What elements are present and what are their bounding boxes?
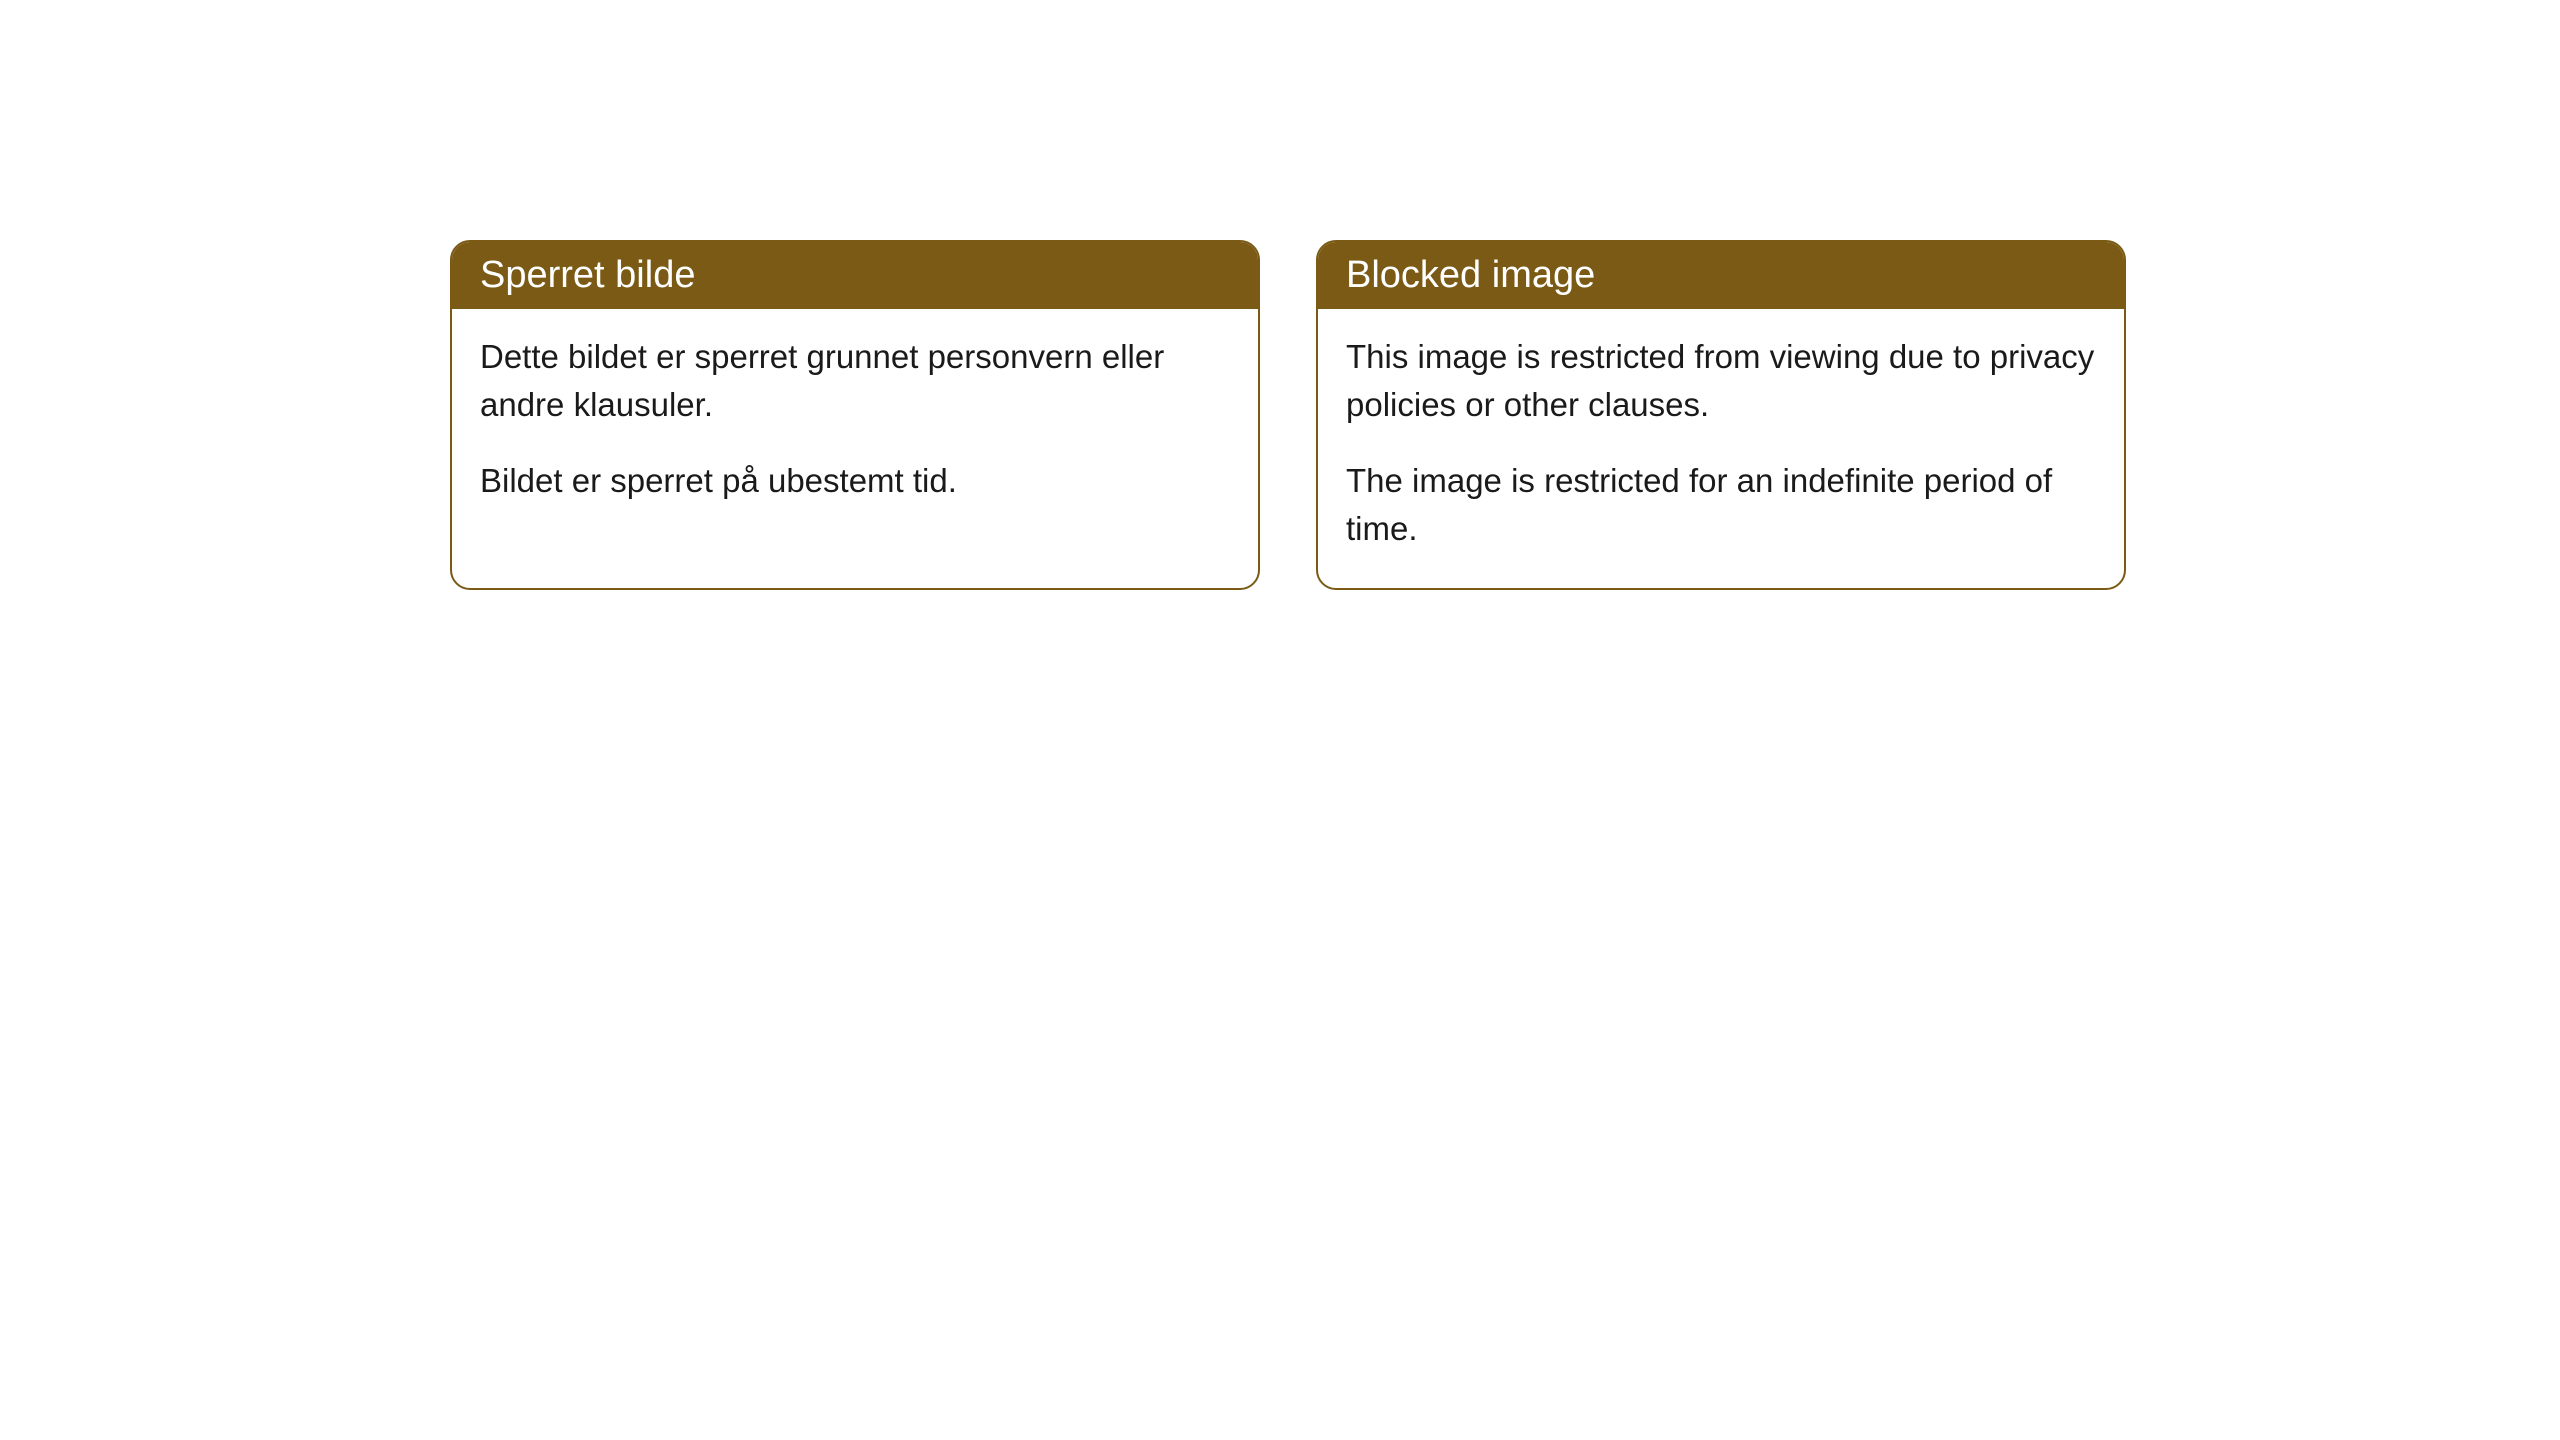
card-container: Sperret bilde Dette bildet er sperret gr… [0, 0, 2560, 590]
card-header: Sperret bilde [452, 242, 1258, 309]
card-title: Blocked image [1346, 254, 1595, 296]
card-paragraph: Dette bildet er sperret grunnet personve… [480, 333, 1230, 429]
card-header: Blocked image [1318, 242, 2124, 309]
card-paragraph: Bildet er sperret på ubestemt tid. [480, 457, 1230, 505]
card-body: This image is restricted from viewing du… [1318, 309, 2124, 588]
blocked-image-card-en: Blocked image This image is restricted f… [1316, 240, 2126, 590]
card-title: Sperret bilde [480, 254, 695, 296]
card-body: Dette bildet er sperret grunnet personve… [452, 309, 1258, 541]
card-paragraph: The image is restricted for an indefinit… [1346, 457, 2096, 553]
blocked-image-card-no: Sperret bilde Dette bildet er sperret gr… [450, 240, 1260, 590]
card-paragraph: This image is restricted from viewing du… [1346, 333, 2096, 429]
